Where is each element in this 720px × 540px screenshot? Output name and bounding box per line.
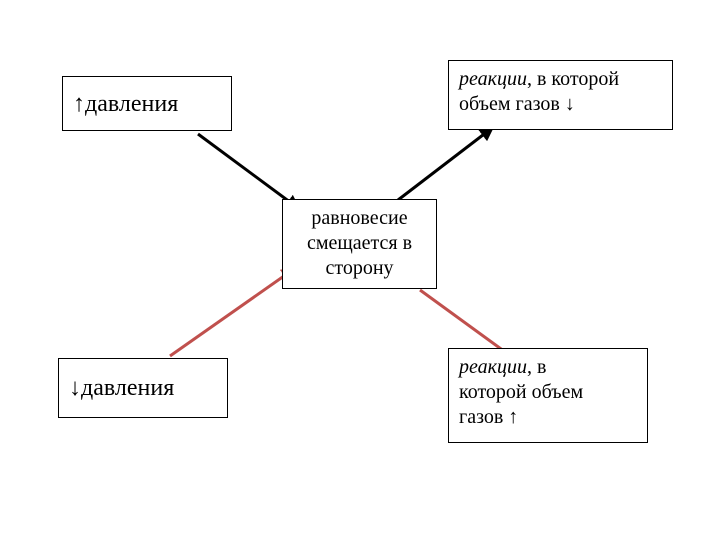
edge-center-topright — [398, 128, 492, 200]
node-pressure-down: ↓давления — [58, 358, 228, 418]
reaction-rest: , в которой — [527, 68, 619, 90]
node-pressure-up: ↑давления — [62, 76, 232, 131]
node-pressure-down-text: ↓давления — [69, 373, 174, 403]
node-equilibrium: равновесие смещается в сторону — [282, 199, 437, 289]
node-reaction-volume-down: реакции, в которой объем газов ↓ — [448, 60, 673, 130]
node-reaction-volume-down-line1: реакции, в которой — [459, 67, 662, 92]
node-pressure-up-text: ↑давления — [73, 89, 178, 119]
node-reaction-volume-up-line3: газов ↑ — [459, 405, 637, 430]
node-equilibrium-line3: сторону — [293, 256, 426, 281]
node-reaction-volume-down-line2: объем газов ↓ — [459, 92, 662, 117]
reaction-italic-word: реакции — [459, 68, 527, 90]
edge-topleft-center — [198, 134, 298, 208]
reaction-rest-2: , в — [527, 356, 546, 378]
node-reaction-volume-up-line1: реакции, в — [459, 355, 637, 380]
node-reaction-volume-up: реакции, в которой объем газов ↑ — [448, 348, 648, 443]
node-reaction-volume-up-line2: которой объем — [459, 380, 637, 405]
edge-bottomleft-center — [170, 269, 294, 356]
node-equilibrium-line1: равновесие — [293, 206, 426, 231]
reaction-italic-word-2: реакции — [459, 356, 527, 378]
node-equilibrium-line2: смещается в — [293, 231, 426, 256]
